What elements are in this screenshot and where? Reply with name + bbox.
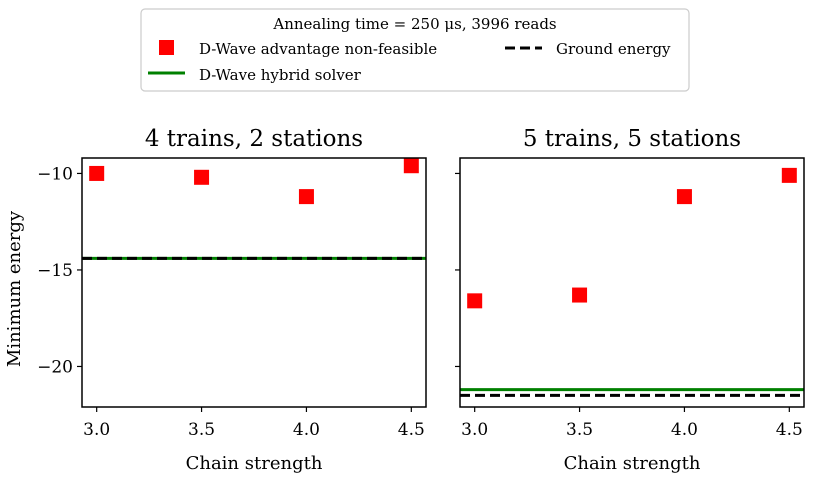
marks-left	[82, 158, 426, 260]
x-tick-label-right: 3.0	[461, 420, 488, 440]
ticks-right: 3.0 3.5 4.0 4.5	[455, 172, 803, 440]
y-tick-label-left: −15	[37, 261, 73, 281]
nonfeasible-point-right	[467, 293, 483, 309]
y-axis-label: Minimum energy	[4, 210, 25, 367]
x-axis-label-right: Chain strength	[564, 453, 701, 474]
x-axis-label-left: Chain strength	[186, 453, 323, 474]
legend-label-ground-energy: Ground energy	[556, 40, 671, 58]
chart-panel-right: 5 trains, 5 stations Chain strength 3.0 3…	[455, 126, 805, 474]
ticks-left: 3.0 3.5 4.0 4.5 −10 −15 −20	[37, 164, 425, 440]
plot-frame-right	[459, 157, 805, 408]
legend: Annealing time = 250 μs, 3996 reads D-Wa…	[140, 8, 690, 92]
x-tick-label-right: 4.5	[776, 420, 803, 440]
nonfeasible-point-right	[572, 287, 588, 303]
nonfeasible-point-left	[89, 165, 105, 181]
legend-frame	[140, 8, 690, 92]
x-tick-label-left: 4.5	[398, 420, 425, 440]
nonfeasible-point-left	[403, 158, 419, 174]
chart-panel-left: 4 trains, 2 stations Minimum energy Chai…	[4, 126, 427, 474]
legend-marker-nonfeasible	[159, 40, 174, 55]
legend-title: Annealing time = 250 μs, 3996 reads	[272, 15, 556, 33]
nonfeasible-point-left	[194, 169, 210, 185]
chart-title-right: 5 trains, 5 stations	[523, 126, 741, 152]
y-tick-label-left: −10	[37, 164, 73, 184]
marks-right	[460, 167, 804, 397]
x-tick-label-left: 4.0	[293, 420, 320, 440]
legend-label-hybrid-solver: D-Wave hybrid solver	[199, 66, 362, 84]
y-tick-label-left: −20	[37, 357, 73, 377]
legend-label-nonfeasible: D-Wave advantage non-feasible	[199, 40, 437, 58]
nonfeasible-point-left	[298, 189, 314, 205]
x-tick-label-right: 3.5	[566, 420, 593, 440]
nonfeasible-point-right	[781, 167, 797, 183]
nonfeasible-point-right	[676, 189, 692, 205]
plot-frame-left	[81, 157, 427, 408]
chart-title-left: 4 trains, 2 stations	[145, 126, 363, 152]
x-tick-label-right: 4.0	[671, 420, 698, 440]
x-tick-label-left: 3.5	[188, 420, 215, 440]
x-tick-label-left: 3.0	[83, 420, 110, 440]
